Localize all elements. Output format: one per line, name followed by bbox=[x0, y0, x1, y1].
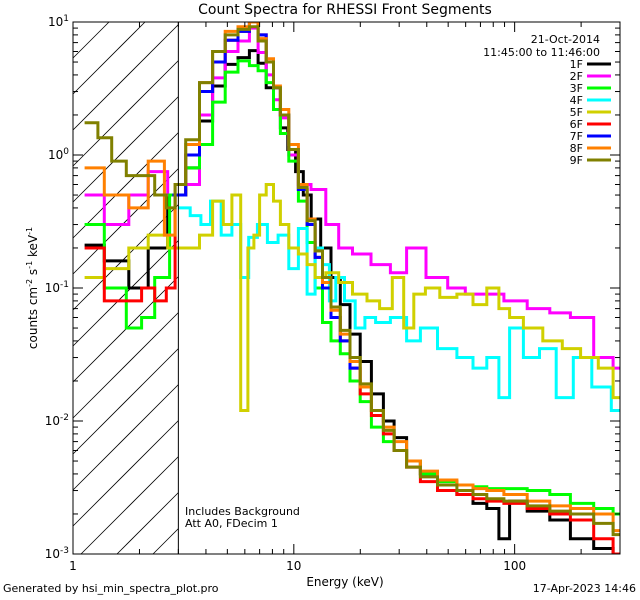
hatch-line bbox=[152, 528, 179, 555]
footer-generated-by: Generated by hsi_min_spectra_plot.pro bbox=[3, 582, 219, 595]
y-axis-label: counts cm-2 s-1 keV-1 bbox=[25, 227, 40, 349]
hatch-line bbox=[72, 168, 179, 275]
legend-label-3F: 3F bbox=[570, 82, 583, 95]
hatch-line bbox=[72, 348, 179, 455]
observation-date: 21-Oct-2014 bbox=[531, 33, 600, 46]
y-axis-label-main: counts cm bbox=[26, 287, 40, 349]
y-axis-label-end: keV bbox=[26, 234, 40, 261]
hatch-line bbox=[72, 204, 179, 311]
attenuator-hatch-region bbox=[72, 21, 179, 555]
hatch-line bbox=[72, 96, 179, 203]
chart-title: Count Spectra for RHESSI Front Segments bbox=[198, 2, 492, 18]
annotation-attenuator: Att A0, FDecim 1 bbox=[185, 517, 278, 530]
series-5F-line bbox=[84, 183, 620, 412]
y-axis-label-exp3: -1 bbox=[25, 227, 34, 235]
hatch-line bbox=[72, 312, 179, 419]
x-tick-label: 1 bbox=[69, 559, 77, 573]
legend-label-4F: 4F bbox=[570, 94, 583, 107]
legend-label-7F: 7F bbox=[570, 130, 583, 143]
series-layer bbox=[84, 22, 620, 554]
legend-label-6F: 6F bbox=[570, 118, 583, 131]
y-axis-label-exp1: -2 bbox=[25, 279, 34, 287]
series-2F-line bbox=[84, 26, 620, 370]
legend-label-8F: 8F bbox=[570, 142, 583, 155]
x-tick-label: 100 bbox=[503, 559, 526, 573]
x-axis-label: Energy (keV) bbox=[306, 575, 383, 589]
observation-time-range: 11:45:00 to 11:46:00 bbox=[483, 46, 600, 59]
x-tick-label: 10 bbox=[286, 559, 301, 573]
legend-label-9F: 9F bbox=[570, 154, 583, 167]
legend-label-2F: 2F bbox=[570, 70, 583, 83]
series-9F-line bbox=[84, 25, 620, 537]
series-4F-line bbox=[178, 199, 620, 412]
annotation-background: Includes Background bbox=[185, 505, 300, 518]
hatch-line bbox=[72, 420, 179, 527]
y-tick-label: 10-3 bbox=[45, 546, 69, 561]
y-tick-label: 10-1 bbox=[45, 280, 69, 295]
y-axis-label-exp2: -1 bbox=[25, 261, 34, 269]
axis-ticks: 1 10 100 10-3 10-2 10-1 100 101 bbox=[45, 14, 621, 573]
hatch-line bbox=[80, 456, 179, 555]
hatch-line bbox=[72, 60, 179, 167]
y-axis-label-mid: s bbox=[26, 269, 40, 279]
y-tick-label: 10-2 bbox=[45, 413, 69, 428]
y-tick-label: 101 bbox=[48, 14, 69, 29]
legend-label-5F: 5F bbox=[570, 106, 583, 119]
series-6F-line bbox=[84, 22, 620, 554]
hatch-line bbox=[116, 492, 179, 555]
hatch-line bbox=[72, 21, 110, 59]
hatch-line bbox=[72, 384, 179, 491]
footer-timestamp: 17-Apr-2023 14:46 bbox=[532, 582, 636, 595]
y-tick-label: 100 bbox=[48, 147, 69, 162]
hatch-line bbox=[72, 132, 179, 239]
legend-label-1F: 1F bbox=[570, 58, 583, 71]
hatch-line bbox=[72, 21, 146, 95]
hatch-line bbox=[72, 24, 179, 131]
